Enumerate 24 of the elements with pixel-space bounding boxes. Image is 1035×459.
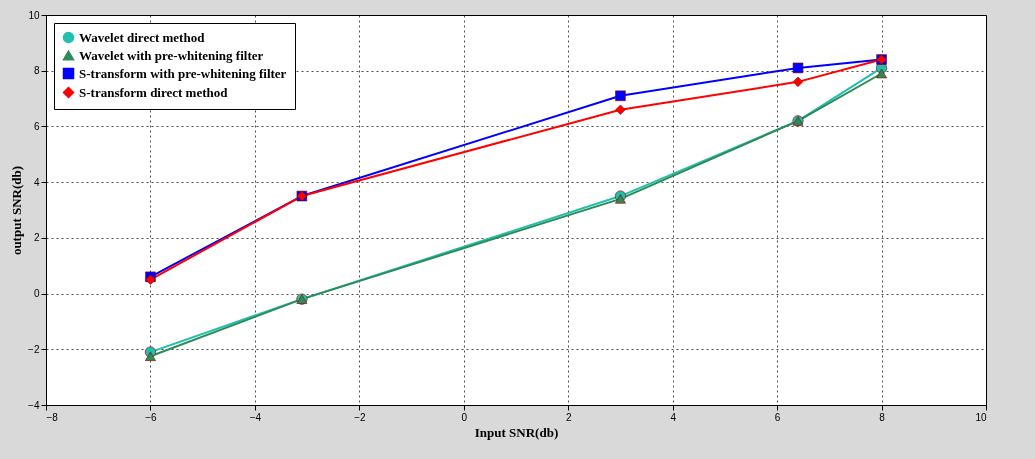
x-tick-label: 0	[461, 411, 468, 423]
x-tick-label: 2	[565, 411, 572, 423]
x-tick-label: 4	[670, 411, 677, 423]
y-tick-label: −4	[28, 399, 40, 411]
y-tick-label: 0	[33, 288, 40, 300]
legend-label: S-transform direct method	[79, 84, 229, 100]
x-tick-label: −6	[145, 411, 158, 423]
x-tick-label: −2	[354, 411, 366, 423]
x-axis-title: Input SNR(db)	[474, 424, 559, 440]
x-tick-label: 6	[774, 411, 781, 423]
y-tick-label: 6	[33, 120, 40, 132]
legend-label: Wavelet direct method	[79, 29, 206, 45]
y-tick-label: 10	[28, 9, 40, 21]
y-tick-label: −2	[28, 343, 40, 355]
x-tick-label: −8	[46, 411, 59, 423]
x-tick-label: 10	[975, 411, 987, 423]
y-tick-label: 4	[33, 176, 40, 188]
y-tick-label: 2	[33, 232, 40, 244]
legend-label: Wavelet with pre-whitening filter	[79, 47, 264, 63]
x-tick-label: −4	[249, 411, 262, 423]
legend-label: S-transform with pre-whitening filter	[79, 65, 287, 81]
y-tick-label: 8	[33, 65, 40, 77]
x-tick-label: 8	[879, 411, 886, 423]
y-axis-title: output SNR(db)	[9, 165, 25, 256]
